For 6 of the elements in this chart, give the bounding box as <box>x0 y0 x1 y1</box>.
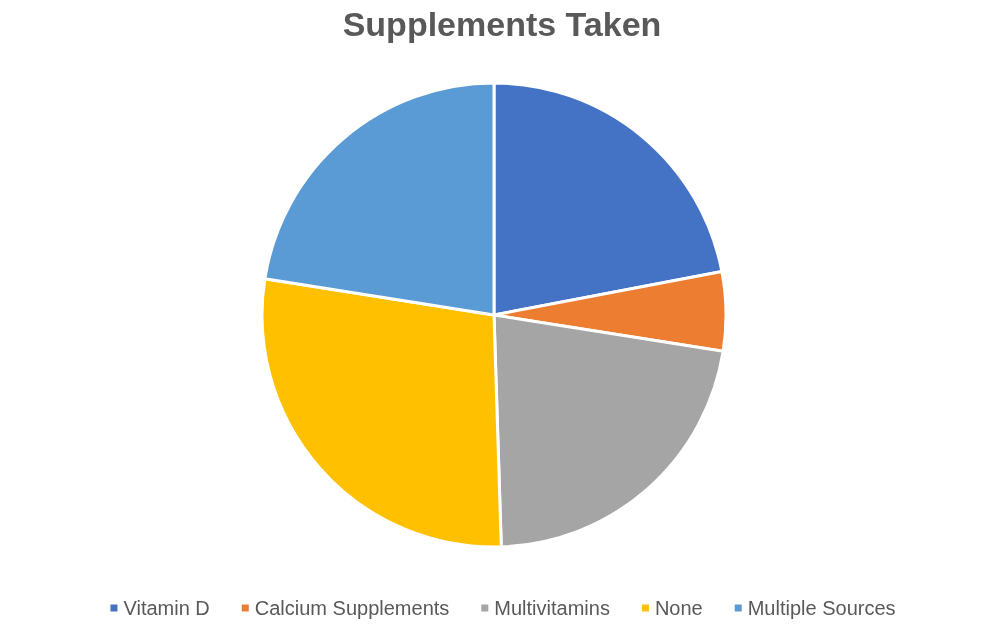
legend-label: Vitamin D <box>123 597 210 619</box>
legend-label: Calcium Supplements <box>254 597 450 619</box>
legend-label: Multivitamins <box>494 597 610 619</box>
legend-label: Multiple Sources <box>747 597 896 619</box>
legend-label: None <box>654 597 703 619</box>
chart-title: Supplements Taken <box>342 5 662 43</box>
